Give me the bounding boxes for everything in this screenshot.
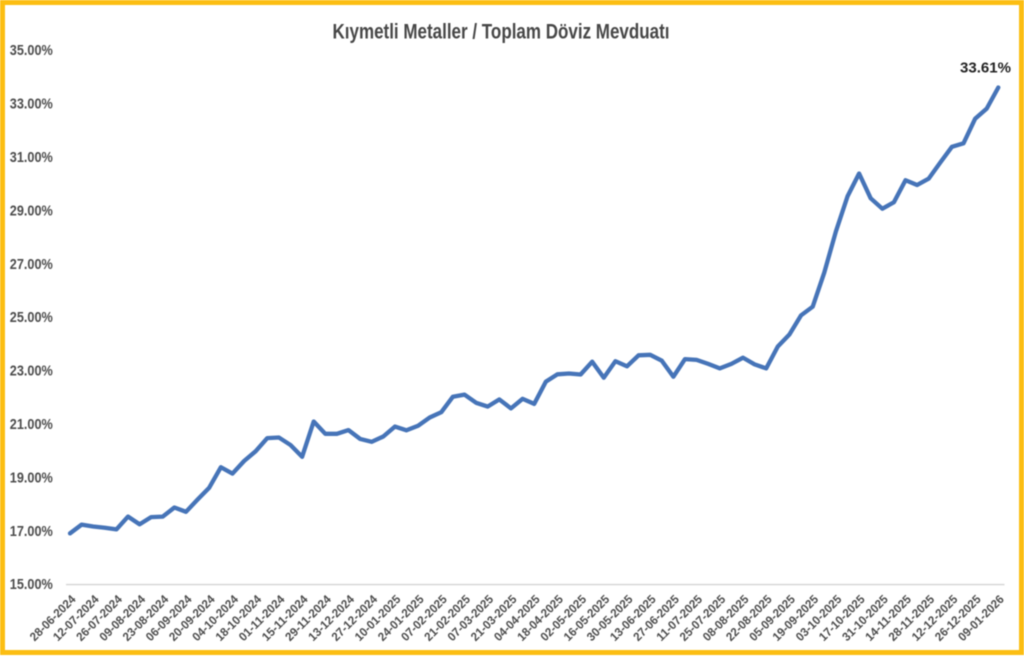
svg-text:21.00%: 21.00% bbox=[10, 416, 53, 433]
svg-text:35.00%: 35.00% bbox=[10, 42, 53, 59]
svg-text:19.00%: 19.00% bbox=[10, 469, 53, 486]
svg-text:33.61%: 33.61% bbox=[960, 59, 1011, 76]
svg-text:31.00%: 31.00% bbox=[10, 149, 53, 166]
svg-text:33.00%: 33.00% bbox=[10, 96, 53, 113]
svg-text:23.00%: 23.00% bbox=[10, 363, 53, 380]
svg-text:25.00%: 25.00% bbox=[10, 309, 53, 326]
svg-text:17.00%: 17.00% bbox=[10, 523, 53, 540]
svg-text:Kıymetli Metaller / Toplam Döv: Kıymetli Metaller / Toplam Döviz Mevduat… bbox=[333, 21, 670, 44]
svg-text:15.00%: 15.00% bbox=[10, 576, 53, 593]
svg-text:27.00%: 27.00% bbox=[10, 256, 53, 273]
svg-text:29.00%: 29.00% bbox=[10, 202, 53, 219]
